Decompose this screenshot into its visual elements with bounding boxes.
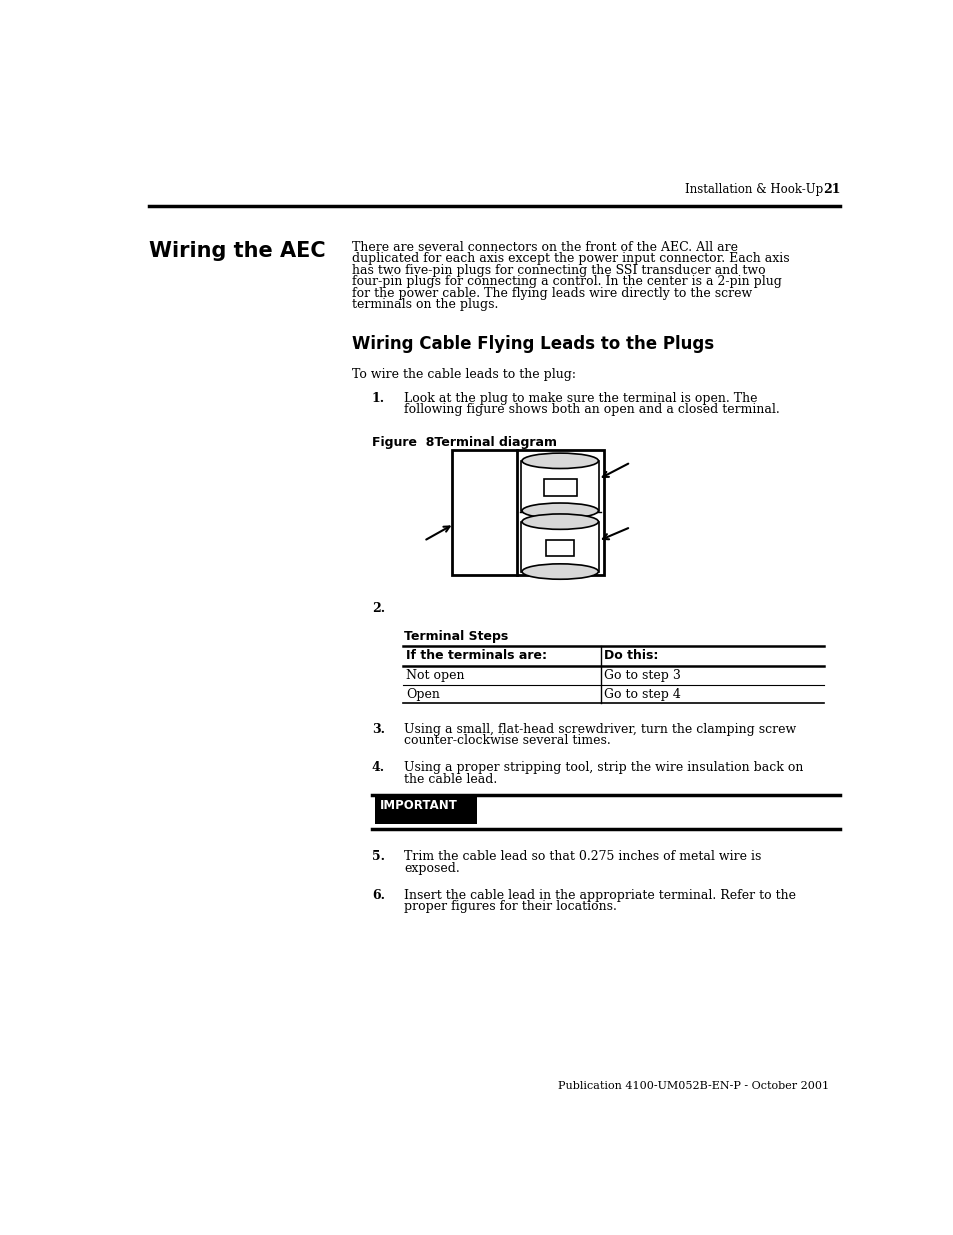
Text: 2.: 2. [372, 603, 385, 615]
Text: Go to step 4: Go to step 4 [604, 688, 680, 701]
Bar [546, 540, 574, 556]
Text: 3.: 3. [372, 722, 384, 736]
Text: To wire the cable leads to the plug:: To wire the cable leads to the plug: [352, 368, 576, 380]
Text: IMPORTANT: IMPORTANT [379, 799, 457, 811]
Text: Trim the cable lead so that 0.275 inches of metal wire is: Trim the cable lead so that 0.275 inches… [404, 851, 761, 863]
Text: Insert the cable lead in the appropriate terminal. Refer to the: Insert the cable lead in the appropriate… [404, 889, 796, 902]
Text: Not open: Not open [406, 668, 464, 682]
Text: 21: 21 [822, 183, 840, 196]
Text: Terminal Steps: Terminal Steps [404, 630, 508, 643]
Text: If the terminals are:: If the terminals are: [406, 648, 546, 662]
Text: for the power cable. The flying leads wire directly to the screw: for the power cable. The flying leads wi… [352, 287, 751, 300]
Bar [521, 461, 598, 511]
Ellipse shape [521, 564, 598, 579]
Text: Look at the plug to make sure the terminal is open. The: Look at the plug to make sure the termin… [404, 391, 757, 405]
Text: terminals on the plugs.: terminals on the plugs. [352, 299, 497, 311]
Text: Go to step 3: Go to step 3 [604, 668, 680, 682]
Text: There are several connectors on the front of the AEC. All are: There are several connectors on the fron… [352, 241, 737, 253]
Ellipse shape [521, 453, 598, 468]
Text: exposed.: exposed. [404, 862, 459, 874]
Bar [543, 479, 577, 496]
Text: following figure shows both an open and a closed terminal.: following figure shows both an open and … [404, 403, 780, 416]
Text: duplicated for each axis except the power input connector. Each axis: duplicated for each axis except the powe… [352, 252, 788, 266]
Text: 1.: 1. [372, 391, 385, 405]
Text: Wiring the AEC: Wiring the AEC [149, 241, 325, 261]
Text: 6.: 6. [372, 889, 384, 902]
Text: proper figures for their locations.: proper figures for their locations. [404, 900, 617, 914]
Bar [521, 521, 598, 572]
Text: 5.: 5. [372, 851, 384, 863]
Bar [452, 450, 603, 574]
Text: has two five-pin plugs for connecting the SSI transducer and two: has two five-pin plugs for connecting th… [352, 264, 764, 277]
Bar [375, 795, 476, 824]
Text: Do this:: Do this: [604, 648, 659, 662]
Text: Using a proper stripping tool, strip the wire insulation back on: Using a proper stripping tool, strip the… [404, 761, 803, 774]
Text: the cable lead.: the cable lead. [404, 773, 497, 785]
Ellipse shape [521, 514, 598, 530]
Text: four-pin plugs for connecting a control. In the center is a 2-pin plug: four-pin plugs for connecting a control.… [352, 275, 781, 288]
Text: Publication 4100-UM052B-EN-P - October 2001: Publication 4100-UM052B-EN-P - October 2… [558, 1082, 828, 1092]
Text: counter-clockwise several times.: counter-clockwise several times. [404, 734, 611, 747]
Text: Figure  8Terminal diagram: Figure 8Terminal diagram [372, 436, 557, 450]
Text: 4.: 4. [372, 761, 385, 774]
Ellipse shape [521, 503, 598, 519]
Text: Open: Open [406, 688, 439, 701]
Text: Installation & Hook-Up: Installation & Hook-Up [684, 183, 822, 196]
Text: Wiring Cable Flying Leads to the Plugs: Wiring Cable Flying Leads to the Plugs [352, 335, 713, 352]
Text: Using a small, flat-head screwdriver, turn the clamping screw: Using a small, flat-head screwdriver, tu… [404, 722, 796, 736]
